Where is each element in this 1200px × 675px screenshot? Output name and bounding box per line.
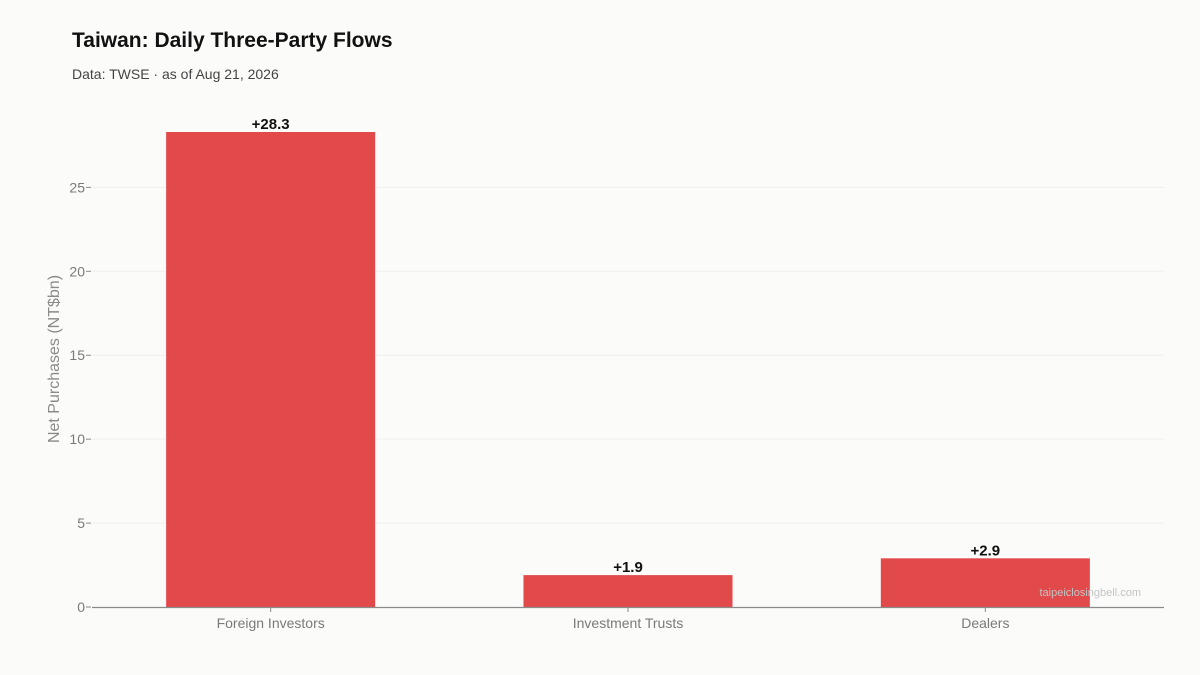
y-axis-ticks: 0 5 10 15 20 25: [69, 179, 91, 615]
y-tick-label: 20: [69, 263, 85, 279]
y-tick-label: 25: [69, 179, 85, 195]
y-tick-label: 0: [77, 599, 85, 615]
chart-title: Taiwan: Daily Three-Party Flows: [72, 29, 393, 52]
y-tick-label: 10: [69, 431, 85, 447]
bars: [166, 132, 1090, 607]
watermark: taipeiclosingbell.com: [1040, 587, 1142, 599]
x-category-label: Foreign Investors: [217, 615, 325, 631]
bar: [523, 575, 733, 607]
chart-subtitle: Data: TWSE · as of Aug 21, 2026: [72, 66, 279, 82]
bar-value-label: +28.3: [252, 116, 290, 133]
data-labels: +28.3 +1.9 +2.9: [252, 116, 1000, 576]
bar: [166, 132, 376, 607]
x-category-label: Investment Trusts: [573, 615, 683, 631]
y-tick-label: 15: [69, 347, 85, 363]
bar-value-label: +2.9: [971, 542, 1001, 559]
y-axis-label: Net Purchases (NT$bn): [46, 275, 63, 443]
bar-value-label: +1.9: [613, 559, 643, 576]
x-axis-categories: Foreign Investors Investment Trusts Dealer…: [217, 607, 1009, 631]
y-tick-label: 5: [77, 515, 85, 531]
x-category-label: Dealers: [961, 615, 1009, 631]
bar: [880, 558, 1090, 607]
